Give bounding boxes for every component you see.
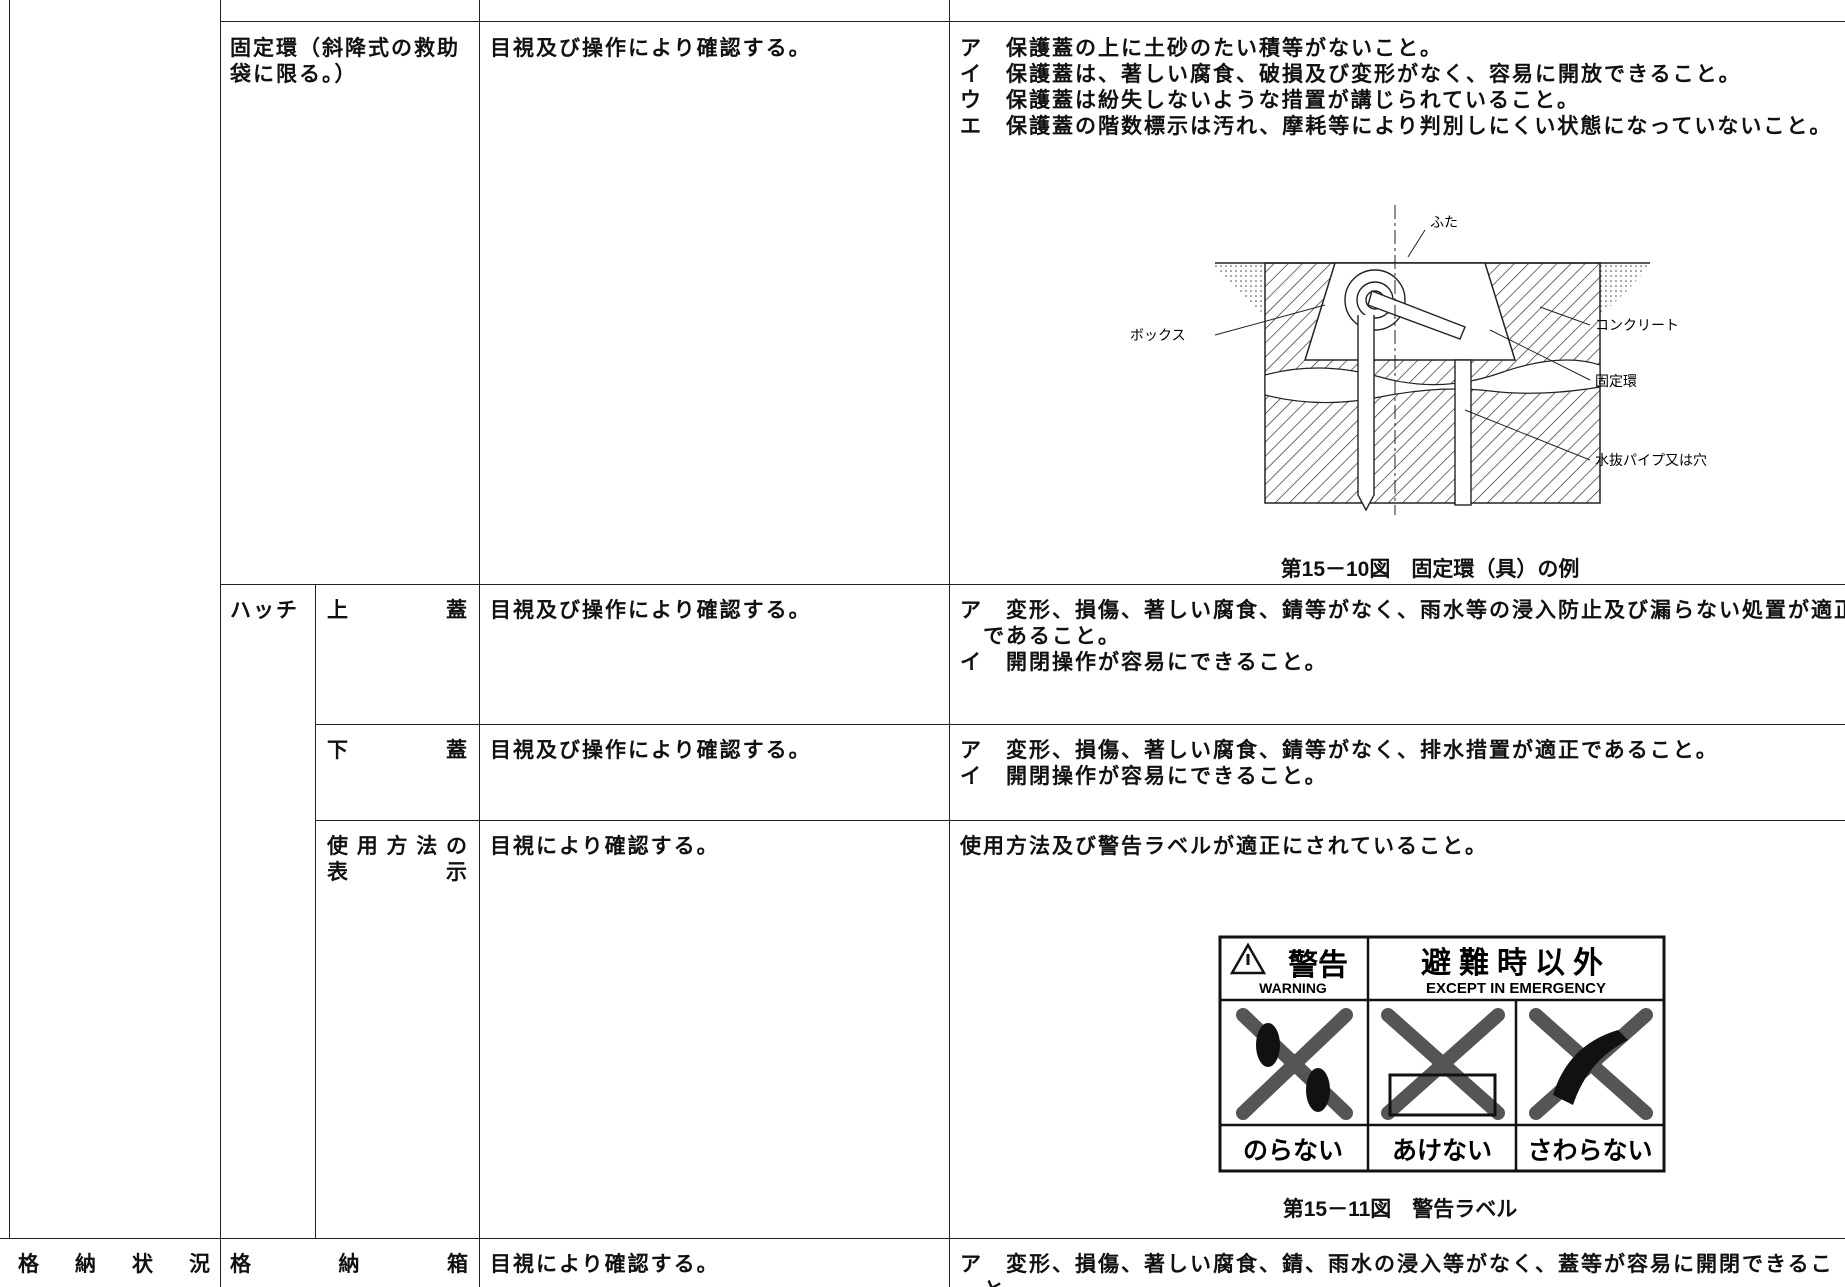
- criterion: ア 変形、損傷、著しい腐食、錆、雨水の浸入等がなく、蓋等が容易に開閉できること。: [960, 1253, 1834, 1287]
- group: 格納状況: [18, 1253, 210, 1276]
- rule: [220, 21, 1845, 22]
- criteria: ア 変形、損傷、著しい腐食、錆等がなく、雨水等の浸入防止及び漏らない処置が適正で…: [960, 598, 1845, 676]
- rule: [220, 0, 221, 1287]
- label-text: 警告: [1288, 948, 1348, 982]
- rule: [9, 0, 10, 1238]
- label-text: 避難時以外: [1421, 947, 1611, 980]
- figure-label: 固定環: [1595, 373, 1637, 389]
- figure-label: ボックス: [1130, 327, 1186, 343]
- criteria: ア 変形、損傷、著しい腐食、錆等がなく、排水措置が適正であること。 イ 開閉操作…: [960, 738, 1845, 790]
- method: 目視及び操作により確認する。: [490, 37, 812, 60]
- criteria: ア 変形、損傷、著しい腐食、錆、雨水の浸入等がなく、蓋等が容易に開閉できること。: [960, 1252, 1845, 1287]
- item: 表示: [327, 861, 467, 884]
- label-frame: [1218, 935, 1666, 1173]
- label-icon-detail: [1256, 1023, 1628, 1117]
- method: 目視及び操作により確認する。: [490, 739, 812, 762]
- method: 目視により確認する。: [490, 835, 720, 858]
- item: 下蓋: [327, 739, 467, 762]
- drawing: [1214, 205, 1650, 515]
- item: 使用方法の: [327, 835, 467, 858]
- rule: [315, 820, 1845, 821]
- figure-caption: 第15－10図 固定環（具）の例: [1280, 558, 1580, 581]
- criterion: ア 変形、損傷、著しい腐食、錆等がなく、雨水等の浸入防止及び漏らない処置が適正で…: [960, 599, 1845, 648]
- label-text: あけない: [1392, 1137, 1492, 1165]
- criterion: イ 開閉操作が容易にできること。: [960, 765, 1328, 788]
- criteria: 使用方法及び警告ラベルが適正にされていること。: [960, 834, 1840, 860]
- item: 格納箱: [230, 1253, 468, 1276]
- warning-label: 警告 WARNING 避難時以外 EXCEPT IN EMERGENCY のらな…: [1218, 935, 1666, 1173]
- criterion: エ 保護蓋の階数標示は汚れ、摩耗等により判別しにくい状態になっていないこと。: [960, 115, 1833, 138]
- rule: [220, 584, 1845, 585]
- label-text: さわらない: [1527, 1137, 1652, 1165]
- method: 目視及び操作により確認する。: [490, 599, 812, 622]
- rule: [315, 724, 1845, 725]
- criterion: 使用方法及び警告ラベルが適正にされていること。: [960, 835, 1488, 858]
- criterion: ア 変形、損傷、著しい腐食、錆等がなく、排水措置が適正であること。: [960, 739, 1719, 762]
- rule: [0, 1238, 1845, 1239]
- criterion: イ 保護蓋は、著しい腐食、破損及び変形がなく、容易に開放できること。: [960, 63, 1742, 86]
- rule: [315, 584, 316, 1238]
- criterion: ウ 保護蓋は紛失しないような措置が講じられていること。: [960, 89, 1580, 112]
- criterion: ア 保護蓋の上に土砂のたい積等がないこと。: [960, 37, 1443, 60]
- rule: [949, 0, 950, 1287]
- figure-caption: 第15－11図 警告ラベル: [1282, 1198, 1518, 1221]
- item: 上蓋: [327, 599, 467, 622]
- label-text: のらない: [1243, 1137, 1343, 1165]
- label-text: EXCEPT IN EMERGENCY: [1426, 980, 1606, 997]
- group: ハッチ: [230, 599, 299, 622]
- rule: [479, 0, 480, 1287]
- label-text: WARNING: [1259, 980, 1327, 996]
- figure-label: ふた: [1430, 214, 1458, 230]
- figure-label: コンクリート: [1595, 317, 1679, 333]
- method: 目視により確認する。: [490, 1253, 720, 1276]
- criterion: イ 開閉操作が容易にできること。: [960, 651, 1328, 674]
- item: 固定環（斜降式の救助袋に限る。）: [230, 37, 460, 86]
- figure-fixed-ring: ふた ボックス コンクリート 固定環 水抜パイプ又は穴: [1130, 205, 1707, 515]
- criteria: ア 保護蓋の上に土砂のたい積等がないこと。 イ 保護蓋は、著しい腐食、破損及び変…: [960, 36, 1845, 140]
- figure-label: 水抜パイプ又は穴: [1595, 452, 1707, 468]
